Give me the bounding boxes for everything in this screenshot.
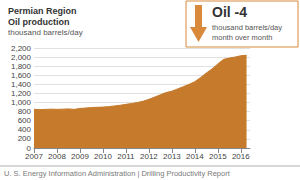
- svg-text:0: 0: [26, 143, 31, 153]
- svg-text:Permian Region: Permian Region: [8, 6, 77, 16]
- svg-text:2009: 2009: [71, 152, 89, 161]
- svg-text:2,200: 2,200: [11, 44, 32, 53]
- svg-text:1,800: 1,800: [11, 62, 32, 71]
- svg-text:2,000: 2,000: [11, 53, 32, 62]
- svg-text:2010: 2010: [94, 152, 112, 161]
- svg-text:2007: 2007: [25, 152, 43, 161]
- svg-text:600: 600: [18, 116, 32, 125]
- svg-text:1,600: 1,600: [11, 71, 32, 80]
- svg-text:2016: 2016: [232, 152, 250, 161]
- svg-text:200: 200: [18, 134, 32, 143]
- svg-text:thousand barrels/day: thousand barrels/day: [8, 28, 83, 37]
- svg-text:800: 800: [18, 107, 32, 116]
- svg-text:2015: 2015: [209, 152, 227, 161]
- svg-text:Oil production: Oil production: [8, 17, 70, 27]
- svg-text:1,000: 1,000: [11, 98, 32, 107]
- svg-text:2011: 2011: [117, 152, 135, 161]
- svg-text:400: 400: [18, 125, 32, 134]
- svg-text:Oil -4: Oil -4: [212, 4, 247, 20]
- svg-text:1,400: 1,400: [11, 80, 32, 89]
- svg-text:2014: 2014: [186, 152, 204, 161]
- svg-text:thousand barrels/day: thousand barrels/day: [212, 23, 282, 32]
- svg-text:2008: 2008: [48, 152, 66, 161]
- svg-text:month over month: month over month: [212, 33, 272, 42]
- svg-text:2013: 2013: [163, 152, 181, 161]
- svg-text:2012: 2012: [140, 152, 158, 161]
- svg-text:U. S. Energy Information Admin: U. S. Energy Information Administration …: [4, 169, 231, 178]
- svg-text:1,200: 1,200: [11, 89, 32, 98]
